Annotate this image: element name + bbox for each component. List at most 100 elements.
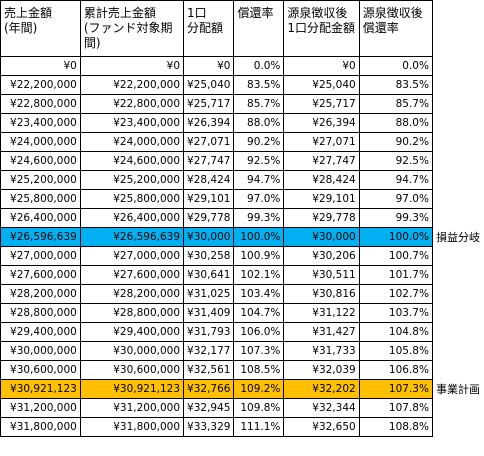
cell-after-tax-rate: 100.7% — [358, 246, 433, 266]
cell-redemption-rate: 111.1% — [233, 417, 285, 437]
cell-cumulative-sales: ¥26,400,000 — [79, 208, 185, 228]
cell-redemption-rate: 83.5% — [233, 75, 285, 95]
cell-redemption-rate: 100.9% — [233, 246, 285, 266]
cell-cumulative-sales: ¥25,800,000 — [79, 189, 185, 209]
row-note — [432, 322, 484, 342]
cell-sales: ¥31,200,000 — [0, 398, 81, 418]
cell-cumulative-sales: ¥24,600,000 — [79, 151, 185, 171]
cell-dividend: ¥26,394 — [183, 113, 235, 133]
row-note — [432, 132, 484, 152]
cell-after-tax-dividend: ¥25,040 — [283, 75, 360, 95]
cell-cumulative-sales: ¥22,200,000 — [79, 75, 185, 95]
cell-after-tax-dividend: ¥0 — [283, 56, 360, 76]
header-label: 源泉徴収後 償還率 — [362, 6, 423, 35]
table-row: ¥30,000,000 ¥30,000,000 ¥32,177 107.3% ¥31,7… — [0, 341, 484, 361]
cell-after-tax-rate: 107.8% — [358, 398, 433, 418]
header-after-tax-dividend: 源泉徴収後 1口分配金額 — [283, 0, 360, 57]
cell-after-tax-rate: 94.7% — [358, 170, 433, 190]
cell-after-tax-rate: 103.7% — [358, 303, 433, 323]
header-label: 売上金額 (年間) — [4, 6, 53, 35]
cell-after-tax-rate: 92.5% — [358, 151, 433, 171]
cell-cumulative-sales: ¥23,400,000 — [79, 113, 185, 133]
row-note — [432, 398, 484, 418]
cell-after-tax-dividend: ¥32,202 — [283, 379, 360, 399]
cell-dividend: ¥29,778 — [183, 208, 235, 228]
header-cumulative-sales: 累計売上金額 (ファンド対象期間) — [79, 0, 185, 57]
cell-after-tax-rate: 105.8% — [358, 341, 433, 361]
distribution-table: 売上金額 (年間) 累計売上金額 (ファンド対象期間) 1口 分配額 償還率 源泉徴収… — [0, 0, 484, 437]
table-row: ¥28,200,000 ¥28,200,000 ¥31,025 103.4% ¥30,8… — [0, 284, 484, 304]
cell-cumulative-sales: ¥31,200,000 — [79, 398, 185, 418]
cell-after-tax-dividend: ¥27,747 — [283, 151, 360, 171]
cell-cumulative-sales: ¥24,000,000 — [79, 132, 185, 152]
row-note — [432, 170, 484, 190]
row-note — [432, 303, 484, 323]
cell-sales: ¥27,600,000 — [0, 265, 81, 285]
cell-redemption-rate: 109.2% — [233, 379, 285, 399]
cell-after-tax-dividend: ¥28,424 — [283, 170, 360, 190]
cell-after-tax-rate: 102.7% — [358, 284, 433, 304]
cell-cumulative-sales: ¥27,000,000 — [79, 246, 185, 266]
cell-after-tax-rate: 101.7% — [358, 265, 433, 285]
cell-redemption-rate: 85.7% — [233, 94, 285, 114]
cell-after-tax-dividend: ¥25,717 — [283, 94, 360, 114]
cell-dividend: ¥29,101 — [183, 189, 235, 209]
table-row: ¥25,800,000 ¥25,800,000 ¥29,101 97.0% ¥29,10… — [0, 189, 484, 209]
row-note: 損益分岐 — [432, 227, 484, 247]
cell-cumulative-sales: ¥0 — [79, 56, 185, 76]
header-label: 源泉徴収後 1口分配金額 — [287, 6, 356, 35]
cell-after-tax-rate: 85.7% — [358, 94, 433, 114]
header-dividend: 1口 分配額 — [183, 0, 235, 57]
cell-cumulative-sales: ¥28,200,000 — [79, 284, 185, 304]
cell-sales: ¥26,596,639 — [0, 227, 81, 247]
cell-redemption-rate: 88.0% — [233, 113, 285, 133]
cell-dividend: ¥30,641 — [183, 265, 235, 285]
cell-cumulative-sales: ¥30,600,000 — [79, 360, 185, 380]
cell-after-tax-dividend: ¥30,511 — [283, 265, 360, 285]
cell-cumulative-sales: ¥30,000,000 — [79, 341, 185, 361]
table-row: ¥24,000,000 ¥24,000,000 ¥27,071 90.2% ¥27,07… — [0, 132, 484, 152]
cell-dividend: ¥27,071 — [183, 132, 235, 152]
table-row: ¥28,800,000 ¥28,800,000 ¥31,409 104.7% ¥31,1… — [0, 303, 484, 323]
cell-dividend: ¥31,793 — [183, 322, 235, 342]
header-note-spacer — [432, 0, 484, 57]
cell-after-tax-rate: 83.5% — [358, 75, 433, 95]
cell-sales: ¥24,600,000 — [0, 151, 81, 171]
cell-after-tax-dividend: ¥31,733 — [283, 341, 360, 361]
cell-after-tax-rate: 104.8% — [358, 322, 433, 342]
cell-dividend: ¥32,177 — [183, 341, 235, 361]
cell-after-tax-rate: 108.8% — [358, 417, 433, 437]
header-row: 売上金額 (年間) 累計売上金額 (ファンド対象期間) 1口 分配額 償還率 源泉徴収… — [0, 0, 484, 57]
cell-redemption-rate: 103.4% — [233, 284, 285, 304]
row-note — [432, 189, 484, 209]
cell-dividend: ¥0 — [183, 56, 235, 76]
table-row: ¥25,200,000 ¥25,200,000 ¥28,424 94.7% ¥28,42… — [0, 170, 484, 190]
table-row: ¥31,800,000 ¥31,800,000 ¥33,329 111.1% ¥32,6… — [0, 417, 484, 437]
cell-dividend: ¥32,945 — [183, 398, 235, 418]
table-row: ¥30,921,123 ¥30,921,123 ¥32,766 109.2% ¥32,2… — [0, 379, 484, 399]
cell-after-tax-dividend: ¥29,101 — [283, 189, 360, 209]
cell-cumulative-sales: ¥30,921,123 — [79, 379, 185, 399]
cell-after-tax-dividend: ¥31,427 — [283, 322, 360, 342]
row-note — [432, 417, 484, 437]
cell-after-tax-rate: 100.0% — [358, 227, 433, 247]
cell-dividend: ¥25,040 — [183, 75, 235, 95]
row-note — [432, 208, 484, 228]
cell-redemption-rate: 107.3% — [233, 341, 285, 361]
cell-after-tax-dividend: ¥26,394 — [283, 113, 360, 133]
cell-redemption-rate: 99.3% — [233, 208, 285, 228]
header-after-tax-rate: 源泉徴収後 償還率 — [358, 0, 433, 57]
cell-redemption-rate: 108.5% — [233, 360, 285, 380]
table-row: ¥29,400,000 ¥29,400,000 ¥31,793 106.0% ¥31,4… — [0, 322, 484, 342]
cell-sales: ¥26,400,000 — [0, 208, 81, 228]
cell-redemption-rate: 94.7% — [233, 170, 285, 190]
cell-after-tax-rate: 106.8% — [358, 360, 433, 380]
cell-dividend: ¥32,561 — [183, 360, 235, 380]
table-row: ¥0 ¥0 ¥0 0.0% ¥0 0.0% — [0, 56, 484, 76]
header-label: 1口 分配額 — [187, 6, 224, 35]
cell-dividend: ¥32,766 — [183, 379, 235, 399]
cell-dividend: ¥30,258 — [183, 246, 235, 266]
cell-redemption-rate: 0.0% — [233, 56, 285, 76]
cell-after-tax-rate: 90.2% — [358, 132, 433, 152]
cell-after-tax-rate: 107.3% — [358, 379, 433, 399]
